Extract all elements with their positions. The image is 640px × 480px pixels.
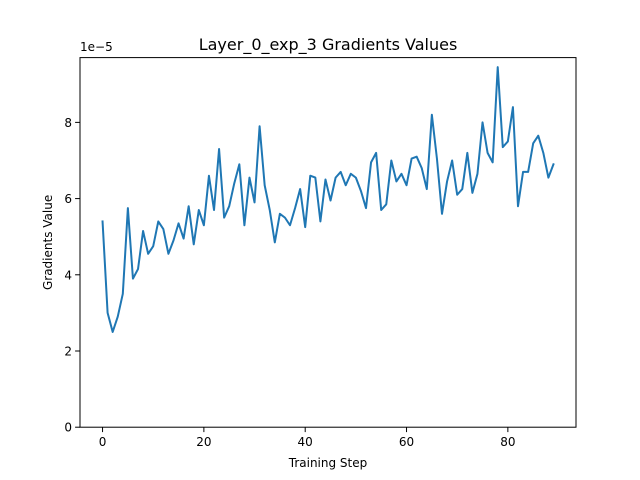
x-axis-label: Training Step <box>288 456 368 470</box>
x-axis-ticks: 0 20 40 60 80 <box>99 427 515 449</box>
y-tick-label: 8 <box>64 116 72 130</box>
y-tick-label: 4 <box>64 268 72 282</box>
y-tick-label: 0 <box>64 421 72 435</box>
y-tick-label: 2 <box>64 344 72 358</box>
x-tick-label: 20 <box>196 435 211 449</box>
y-axis-offset-label: 1e−5 <box>80 40 113 54</box>
x-tick-label: 60 <box>399 435 414 449</box>
y-tick-label: 6 <box>64 192 72 206</box>
x-tick-label: 0 <box>99 435 107 449</box>
x-tick-label: 80 <box>500 435 515 449</box>
series-layer <box>101 66 555 333</box>
y-axis-ticks: 0 2 4 6 8 <box>64 116 80 435</box>
y-axis-label: Gradients Value <box>41 195 55 290</box>
chart-title: Layer_0_exp_3 Gradients Values <box>199 35 458 55</box>
x-tick-label: 40 <box>298 435 313 449</box>
series-line-1 <box>101 66 555 333</box>
plot-area-background <box>80 57 576 428</box>
axes-frame <box>79 57 577 428</box>
